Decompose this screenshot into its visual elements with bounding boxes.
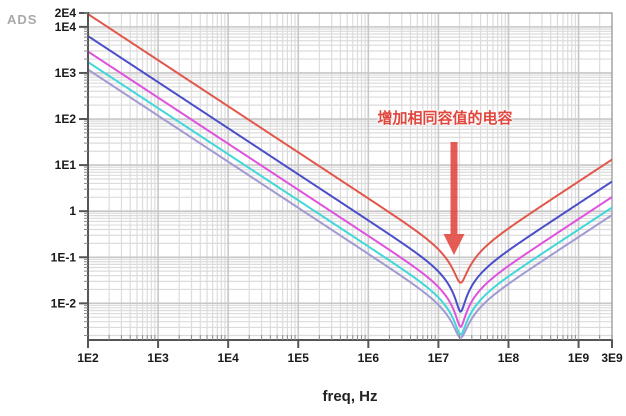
x-tick-label: 1E6 bbox=[358, 351, 380, 365]
x-tick-label: 1E4 bbox=[217, 351, 239, 365]
curves bbox=[88, 13, 612, 339]
x-tick-label: 1E5 bbox=[288, 351, 310, 365]
curve-capacitors-x11 bbox=[88, 61, 612, 336]
y-tick-label: 1E-1 bbox=[51, 250, 77, 264]
curve-capacitors-x1 bbox=[88, 13, 612, 284]
minor-ticks bbox=[84, 12, 613, 340]
annotation-text: 增加相同容值的电容 bbox=[377, 110, 513, 127]
x-tick-label: 1E2 bbox=[77, 351, 99, 365]
ads-watermark: ADS bbox=[7, 12, 38, 27]
grid-major bbox=[87, 13, 612, 340]
axes bbox=[87, 12, 613, 341]
x-tick-label: 3E9 bbox=[601, 351, 623, 365]
x-tick-label: 1E3 bbox=[147, 351, 169, 365]
y-tick-label: 2E4 bbox=[55, 6, 77, 20]
y-tick-label: 1 bbox=[69, 204, 76, 218]
curve-capacitors-x16 bbox=[88, 68, 612, 339]
y-tick-label: 1E-2 bbox=[51, 296, 77, 310]
x-axis-label: freq, Hz bbox=[322, 388, 378, 405]
y-tick-label: 1E1 bbox=[55, 158, 77, 172]
y-tick-label: 1E3 bbox=[55, 66, 77, 80]
plot-frame bbox=[87, 12, 613, 341]
x-tick-label: 1E8 bbox=[498, 351, 520, 365]
x-tick-label: 1E9 bbox=[568, 351, 590, 365]
y-tick-label: 1E4 bbox=[55, 20, 77, 34]
major-ticks bbox=[79, 12, 613, 348]
x-tick-label: 1E7 bbox=[428, 351, 450, 365]
y-tick-label: 1E2 bbox=[55, 112, 77, 126]
down-arrow-icon bbox=[443, 142, 465, 255]
curve-capacitors-x6 bbox=[88, 50, 612, 328]
grid-minor bbox=[88, 12, 613, 340]
curve-capacitors-x3 bbox=[88, 35, 612, 313]
